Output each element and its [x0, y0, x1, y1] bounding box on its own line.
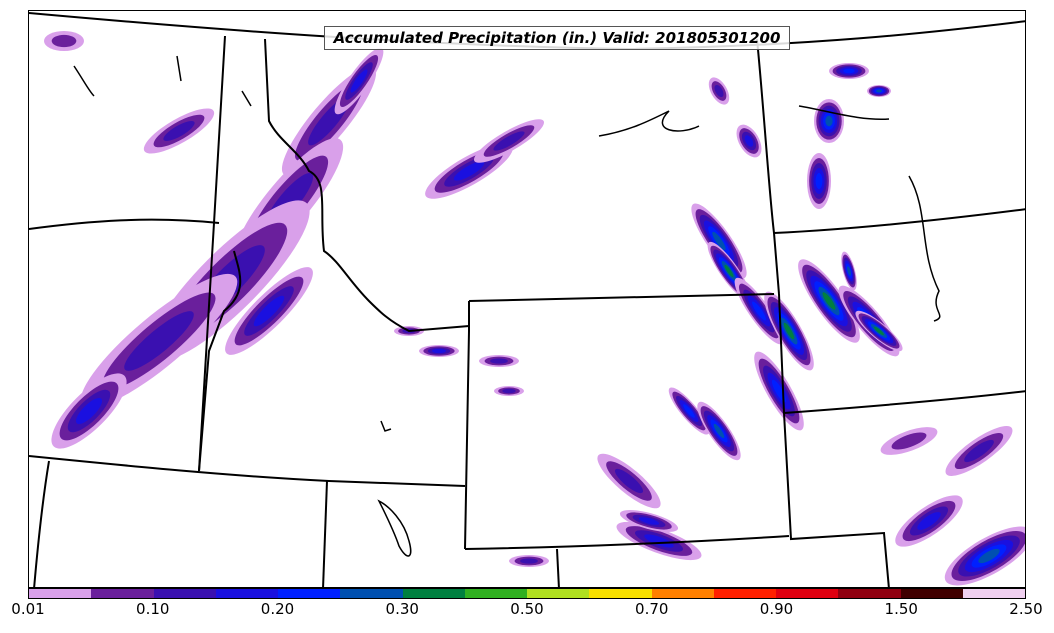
state-line-nm-co [556, 548, 560, 587]
colorbar-segment [962, 589, 1025, 598]
state-line-mt-id [264, 38, 470, 333]
colorbar-segment [340, 589, 403, 598]
state-line-ne-ks [778, 293, 1025, 415]
state-line-wy-west [464, 301, 470, 550]
precip-contour [815, 173, 823, 189]
colorbar-tick-label: 0.90 [759, 600, 794, 618]
lake-great-salt [377, 499, 412, 557]
precip-contour [964, 439, 994, 463]
colorbar-segment [589, 589, 652, 598]
precip-contour [432, 348, 446, 354]
precip-contour [490, 358, 508, 364]
colorbar-tick-label: 0.50 [510, 600, 544, 618]
precip-contour [644, 534, 674, 548]
map-panel: Accumulated Precipitation (in.) Valid: 2… [28, 10, 1026, 588]
state-line-wa-or [29, 218, 220, 230]
precip-contour [876, 89, 882, 93]
precip-contour [51, 34, 77, 48]
precip-contour [752, 301, 766, 321]
state-line-nd-sd [773, 208, 1025, 234]
precip-contour [350, 69, 368, 93]
precip-contour [724, 264, 734, 278]
state-line-id-mt-2 [198, 250, 242, 472]
colorbar-segment [29, 589, 92, 598]
colorbar-segment [402, 589, 465, 598]
river-snake [73, 55, 392, 432]
colorbar-tick-label: 0.30 [385, 600, 419, 618]
precip-contour [744, 135, 754, 147]
precip-contour [783, 322, 795, 340]
colorbar-segment [651, 589, 714, 598]
precip-contour [75, 397, 103, 425]
precip-contour [712, 231, 726, 251]
river-missouri [598, 105, 941, 322]
precipitation-map [29, 12, 1025, 587]
state-line-wy-north [468, 293, 775, 302]
precip-contour [163, 120, 195, 142]
state-line-ca-nv [33, 460, 50, 587]
state-line-az-nm [322, 480, 328, 587]
precip-contour [843, 68, 855, 74]
precip-contour [874, 326, 884, 336]
state-line-ks-co [783, 412, 890, 587]
state-line-mt-nd [756, 38, 780, 295]
colorbar-segment [464, 589, 527, 598]
precipitation-field [44, 31, 1025, 586]
precip-contour [822, 292, 836, 310]
colorbar-segment [278, 589, 341, 598]
colorbar-segment [215, 589, 278, 598]
colorbar-tick-labels: 0.01 0.10 0.20 0.30 0.50 0.70 0.90 1.50 2.50 [0, 600, 1054, 630]
precip-contour [493, 131, 525, 151]
colorbar-segment [900, 589, 963, 598]
precip-contour [683, 404, 695, 418]
precip-contour [614, 468, 644, 494]
precip-contour [124, 311, 194, 371]
precip-contour [453, 161, 485, 181]
colorbar [28, 588, 1026, 599]
precip-contour [917, 512, 941, 530]
state-line-co-north [464, 535, 790, 550]
colorbar-segment [91, 589, 154, 598]
colorbar-tick-label: 1.50 [884, 600, 918, 618]
colorbar-segment [776, 589, 839, 598]
precip-contour [978, 548, 1000, 564]
colorbar-tick-label: 2.50 [1009, 600, 1043, 618]
colorbar-tick-label: 0.10 [136, 600, 170, 618]
precip-contour [891, 432, 927, 450]
colorbar-tick-label: 0.20 [260, 600, 295, 618]
colorbar-tick-label: 0.01 [11, 600, 45, 618]
precip-contour [713, 423, 725, 439]
state-line-nv-ut [29, 455, 466, 487]
precip-contour [520, 558, 538, 564]
precip-contour [253, 295, 285, 327]
colorbar-segment [713, 589, 776, 598]
precip-contour [714, 84, 724, 98]
precip-contour [825, 115, 833, 127]
map-title: Accumulated Precipitation (in.) Valid: 2… [324, 26, 790, 50]
precip-contour [638, 517, 660, 525]
state-boundaries [29, 12, 1025, 587]
precip-contour [847, 266, 851, 276]
state-line-id-west [198, 35, 226, 472]
precip-contour [502, 388, 516, 394]
colorbar-segment [527, 589, 590, 598]
colorbar-segment [838, 589, 901, 598]
colorbar-tick-label: 0.70 [635, 600, 669, 618]
colorbar-segment [153, 589, 216, 598]
